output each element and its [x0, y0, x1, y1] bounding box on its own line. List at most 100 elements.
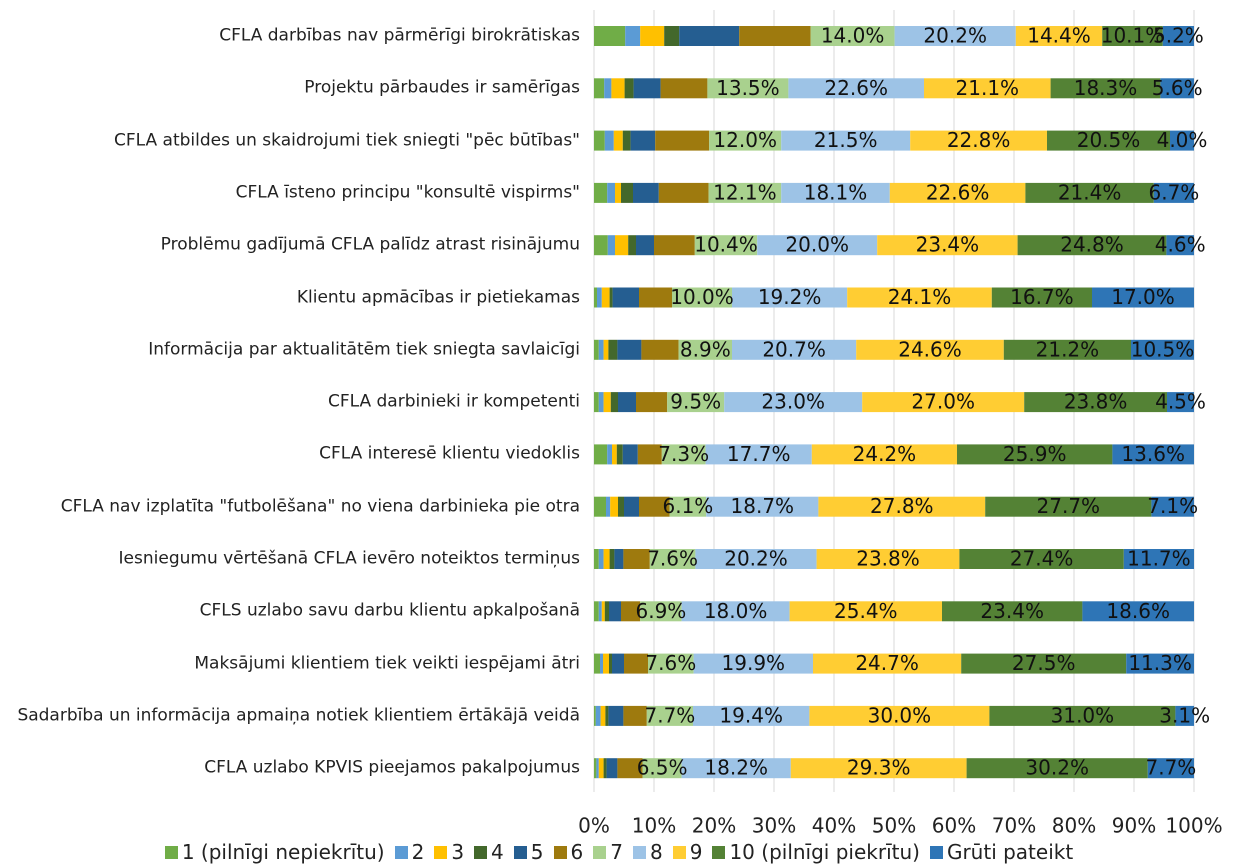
bar-segment: [604, 601, 609, 622]
bar-segment: [654, 235, 695, 256]
bar-segment: [1112, 444, 1194, 465]
data-label: 19.9%: [722, 651, 786, 675]
category-label: Maksājumi klientiem tiek veikti iespējam…: [0, 653, 580, 674]
bar-segment: [624, 496, 639, 517]
bar-segment: [877, 235, 1018, 256]
data-label: 19.4%: [719, 703, 783, 727]
data-label: 4.5%: [1155, 390, 1206, 414]
legend-swatch: [929, 845, 943, 859]
category-text: CFLA uzlabo KPVIS pieejamos pakalpojumus: [204, 757, 580, 778]
bar-segment: [910, 130, 1047, 151]
bar-segment: [788, 78, 924, 99]
bar-segment: [661, 444, 706, 465]
bar-segment: [646, 705, 693, 726]
bar-segment: [641, 339, 679, 360]
data-label: 10.4%: [694, 233, 758, 257]
bar-segment: [1147, 758, 1194, 779]
legend-label: 9: [689, 840, 703, 864]
category-label: CFLA interesē klientu viedoklis: [0, 444, 580, 465]
bar-segment: [605, 705, 609, 726]
data-label: 13.5%: [716, 76, 780, 100]
bar-segment: [1003, 339, 1131, 360]
legend-swatch: [632, 845, 646, 859]
category-label: CFLA nav izplatīta "futbolēšana" no vien…: [0, 496, 580, 517]
bar-segment: [603, 549, 610, 569]
data-label: 6.7%: [1148, 180, 1199, 204]
bar-segment: [664, 26, 680, 46]
bar-segment: [611, 78, 625, 99]
data-label: 24.8%: [1060, 233, 1124, 257]
bar-segment: [724, 392, 863, 413]
category-label: CFLA darbinieki ir kompetenti: [0, 392, 580, 413]
bar-segment: [790, 758, 967, 779]
bar-segment: [594, 705, 596, 726]
bar-segment: [693, 705, 810, 726]
bar-segment: [608, 705, 624, 726]
data-label: 18.6%: [1106, 599, 1170, 623]
bar-segment: [612, 653, 624, 674]
category-label: CFLS uzlabo savu darbu klientu apkalpoša…: [0, 601, 580, 622]
category-text: Klientu apmācības ir pietiekamas: [296, 287, 580, 307]
data-label: 20.0%: [785, 233, 849, 257]
legend-label: 7: [610, 840, 623, 864]
data-label: 18.1%: [804, 180, 868, 204]
data-label: 19.2%: [758, 285, 822, 309]
category-text: CFLA īsteno principu "konsultē vispirms": [235, 182, 580, 203]
bar-segment: [625, 26, 641, 46]
bar-segment: [610, 496, 618, 517]
bar-segment: [705, 444, 812, 465]
data-label: 4.0%: [1157, 128, 1208, 152]
data-label: 21.4%: [1058, 180, 1122, 204]
bar-segment: [598, 601, 602, 622]
legend: 1 (pilnīgi nepiekrītu) 2 3 4 5 6 7 8 9 10 (pilnīg…: [0, 840, 1238, 864]
bar-segment: [636, 235, 654, 256]
bar-segment: [624, 78, 634, 99]
legend-item: 8: [632, 840, 663, 864]
category-text: Projektu pārbaudes ir samērīgas: [304, 77, 580, 98]
data-label: 29.3%: [847, 756, 911, 780]
bar-segment: [672, 287, 732, 308]
data-label: 16.7%: [1010, 285, 1074, 309]
legend-item: 5: [513, 840, 544, 864]
legend-label: 10 (pilnīgi piekrītu): [729, 840, 920, 864]
bar-segment: [1170, 130, 1194, 151]
bar-segment: [594, 182, 608, 203]
category-text: CFLS uzlabo savu darbu klientu apkalpoša…: [199, 600, 580, 621]
legend-swatch: [394, 845, 408, 859]
bar-segment: [708, 182, 782, 203]
bar-segment: [615, 235, 629, 256]
bar-segment: [595, 705, 601, 726]
data-label: 7.6%: [645, 651, 696, 675]
data-label: 25.4%: [834, 599, 898, 623]
category-label: Informācija par aktualitātēm tiek sniegt…: [0, 339, 580, 360]
bar-segment: [889, 182, 1026, 203]
legend-swatch: [164, 845, 178, 859]
bar-segment: [813, 653, 962, 674]
legend-item: 6: [553, 840, 583, 864]
legend-item: 10 (pilnīgi piekrītu): [712, 840, 920, 864]
bar-segment: [957, 444, 1113, 465]
bar-segment: [1015, 26, 1103, 46]
bar-segment: [816, 549, 960, 569]
category-label: Iesniegumu vērtēšanā CFLA ievēro noteikt…: [0, 549, 580, 570]
bar-segment: [809, 705, 990, 726]
bar-segment: [617, 758, 643, 779]
legend-swatch: [593, 845, 607, 859]
x-tick-label: 0%: [578, 814, 610, 838]
data-label: 10.0%: [670, 285, 734, 309]
bar-segment: [618, 392, 636, 413]
bar-segment: [1025, 182, 1154, 203]
bar-segment: [655, 130, 710, 151]
bar-segment: [596, 758, 599, 779]
bar-segment: [600, 705, 606, 726]
bar-segment: [694, 235, 758, 256]
data-label: 23.4%: [980, 599, 1044, 623]
category-label: Projektu pārbaudes ir samērīgas: [0, 78, 580, 99]
bar-segment: [693, 653, 813, 674]
bar-segment: [630, 130, 656, 151]
x-tick-label: 60%: [932, 814, 976, 838]
bar-segment: [600, 653, 603, 674]
bar-segment: [709, 130, 782, 151]
bar-segment: [609, 549, 615, 569]
data-label: 22.6%: [926, 180, 990, 204]
